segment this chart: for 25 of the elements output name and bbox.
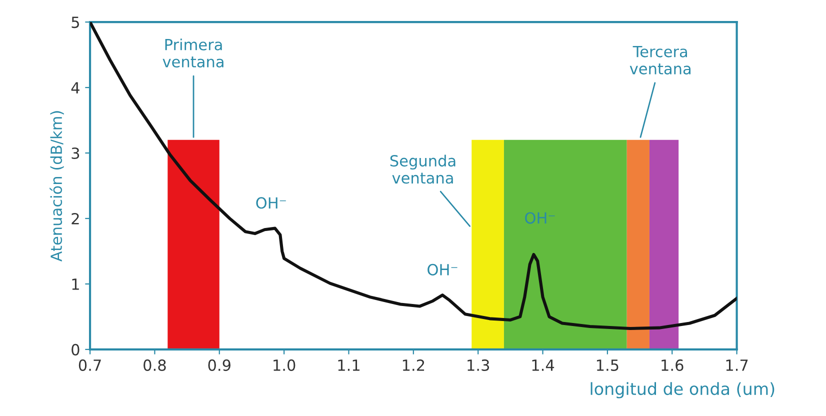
x-tick-label: 0.9 (208, 359, 230, 371)
annotation: OH⁻ (256, 197, 286, 209)
x-tick-label: 1.7 (726, 360, 748, 371)
x-tick-label: 1.0 (274, 359, 296, 371)
y-tick-label: 3 (72, 147, 80, 160)
annotation: Tercera ventana (630, 46, 690, 74)
y-tick-label: 0 (72, 344, 80, 356)
x-tick-label: 1.6 (662, 359, 684, 371)
x-tick-label: 1.3 (468, 359, 490, 371)
annotation: Segunda ventana (390, 154, 456, 184)
annotation: OH⁻ (525, 212, 555, 224)
x-tick-label: 1.1 (338, 360, 360, 371)
y-tick-label: 1 (72, 278, 79, 290)
x-tick-label: 1.2 (402, 359, 424, 371)
x-tick-label: 1.4 (532, 360, 554, 371)
y-axis-title: Atenuación (dB/km) (50, 111, 64, 262)
y-tick-label: 2 (72, 212, 79, 224)
annotation: OH⁻ (428, 264, 458, 276)
x-tick-label: 1.5 (596, 360, 618, 371)
y-tick-label: 5 (72, 16, 79, 28)
x-tick-label: 0.8 (144, 359, 166, 371)
annotation: Primera ventana (162, 38, 224, 68)
x-axis-title: longitud de onda (um) (590, 382, 774, 398)
y-tick-label: 4 (71, 82, 80, 94)
x-tick-label: 0.7 (78, 359, 101, 371)
